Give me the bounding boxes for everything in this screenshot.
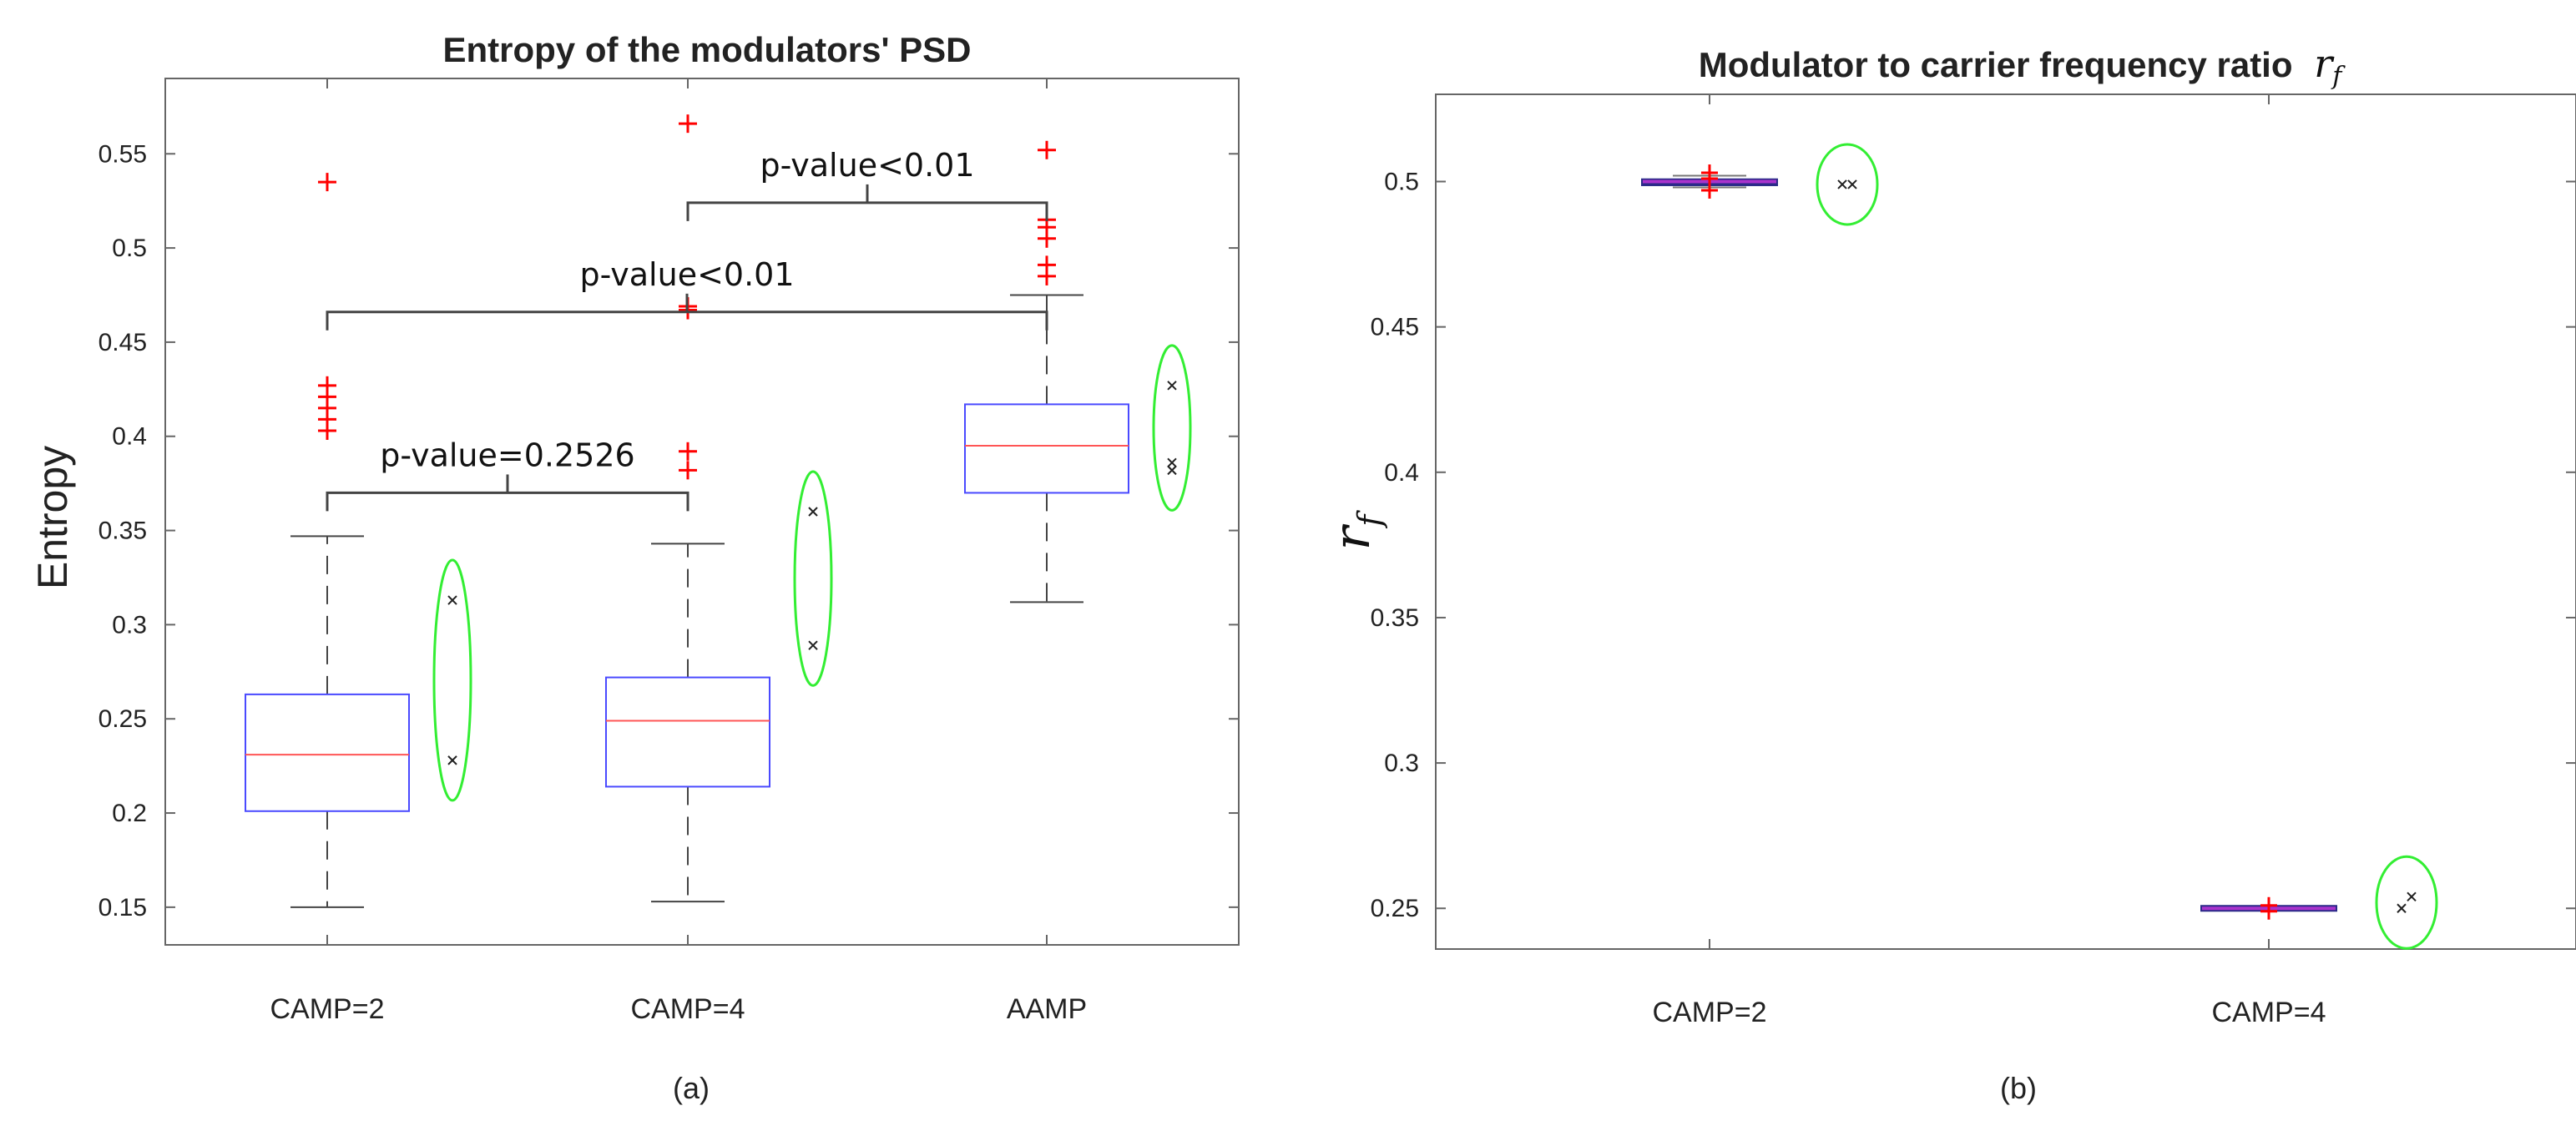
marked-point-b [1167,381,1177,391]
highlight-ellipse [1152,344,1192,512]
bracket-line [326,491,689,512]
panel-b-ratio: Modulator to carrier frequency ratio rf … [1323,41,2576,1105]
outlier-marker [318,173,336,192]
x-category-label: CAMP=2 [270,993,385,1025]
panel-a-comparisons: p-value=0.2526 p-value<0.01 p-value<0.01 [326,147,1048,512]
marked-point-b [2407,891,2417,902]
y-tick-label: 0.15 [98,894,147,922]
p-value-label: p-value<0.01 [760,147,974,184]
y-tick-label: 0.2 [112,800,147,827]
panel-b-axes-box [1435,93,2576,950]
iqr-box [964,403,1129,494]
panel-b-categories: CAMP=2 CAMP=4 [1653,94,2326,1028]
panel-b-ylabel-symbol-sub: f [1351,510,1388,529]
y-tick-label: 0.3 [112,611,147,639]
panel-b-ylabel: rf [1323,510,1388,551]
comparison-bracket: p-value=0.2526 [326,437,689,512]
panel-a-ylabel: Entropy [29,446,76,589]
panel-a-axes-box [164,78,1240,946]
bracket-line [686,201,1048,221]
marked-point-b [808,507,818,517]
panel-a-boxes [245,114,1192,908]
highlight-ellipse [793,470,833,687]
outlier-marker [318,376,336,395]
highlight-ellipse [432,558,472,802]
panel-b-caption: (b) [2000,1071,2037,1105]
y-tick-label: 0.3 [1384,750,1419,777]
y-tick-label: 0.35 [1371,604,1419,632]
highlight-ellipse [1816,143,1879,226]
bracket-line [326,311,1048,331]
panel-b-title-symbol: r [2314,41,2335,86]
marked-point-b [447,595,457,605]
iqr-box [605,676,770,788]
marked-point-b [1847,179,1857,189]
box-group-camp-4 [2200,855,2438,950]
panel-a-categories: CAMP=2 CAMP=4 AAMP [270,78,1087,1025]
marked-point [808,507,818,517]
y-tick-label: 0.4 [1384,459,1419,487]
y-tick-label: 0.35 [98,518,147,545]
y-tick-label: 0.55 [98,140,147,168]
y-tick-label: 0.5 [112,235,147,262]
y-tick-label: 0.25 [1371,895,1419,922]
box-group-camp-4 [605,114,833,903]
highlight-ellipse [2375,855,2438,950]
p-value-label: p-value<0.01 [579,256,794,293]
marked-point [808,640,818,650]
marked-point [1167,381,1177,391]
box-group-aamp [964,140,1192,603]
y-tick-label: 0.45 [1371,314,1419,341]
panel-b-title-text: Modulator to carrier frequency ratio [1699,45,2293,84]
panel-a-title: Entropy of the modulators' PSD [442,30,971,69]
marked-point [2397,903,2407,913]
outlier-marker [679,442,697,461]
x-category-label: CAMP=4 [631,993,745,1025]
panel-b-title-symbol-sub: f [2331,62,2346,91]
marked-point [447,595,457,605]
marked-point [2407,891,2417,902]
panel-b-title: Modulator to carrier frequency ratio rf [1699,41,2346,91]
panel-b-y-ticks: 0.25 0.3 0.35 0.4 0.45 0.5 [1371,168,2576,922]
panel-a-caption: (a) [673,1071,710,1105]
panel-b-boxes [1641,143,2438,950]
outlier-marker [679,461,697,480]
marked-point [447,755,457,765]
box-group-camp-2 [245,173,472,908]
panel-b-ylabel-symbol: r [1323,523,1381,550]
marked-point [1167,465,1177,476]
marked-point-b [2397,903,2407,913]
marked-point-b [808,640,818,650]
x-category-label: CAMP=2 [1653,997,1767,1028]
marked-point [1837,179,1847,189]
marked-point-b [1167,457,1177,468]
x-category-label: AAMP [1007,993,1087,1025]
iqr-box [245,693,410,812]
marked-point [1847,179,1857,189]
outlier-marker [2260,896,2277,914]
marked-point-b [1167,465,1177,476]
comparison-bracket: p-value<0.01 [686,147,1048,221]
box-group-camp-2 [1641,143,1879,226]
y-tick-label: 0.5 [1384,168,1419,195]
y-tick-label: 0.4 [112,423,147,451]
comparison-bracket: p-value<0.01 [326,256,1048,331]
marked-point-b [447,755,457,765]
outlier-marker [679,114,697,134]
marked-point [1167,457,1177,468]
outlier-marker [1701,164,1718,182]
y-tick-label: 0.45 [98,329,147,356]
outlier-marker [1038,140,1056,159]
panel-a-y-ticks: 0.15 0.2 0.25 0.3 0.35 0.4 0.45 0.5 0.55 [98,140,1239,922]
panel-a-entropy: Entropy of the modulators' PSD Entropy 0… [29,30,1240,1105]
p-value-label: p-value=0.2526 [380,437,634,473]
marked-point-b [1837,179,1847,189]
y-tick-label: 0.25 [98,705,147,733]
outlier-marker [1038,255,1056,275]
x-category-label: CAMP=4 [2212,997,2326,1028]
